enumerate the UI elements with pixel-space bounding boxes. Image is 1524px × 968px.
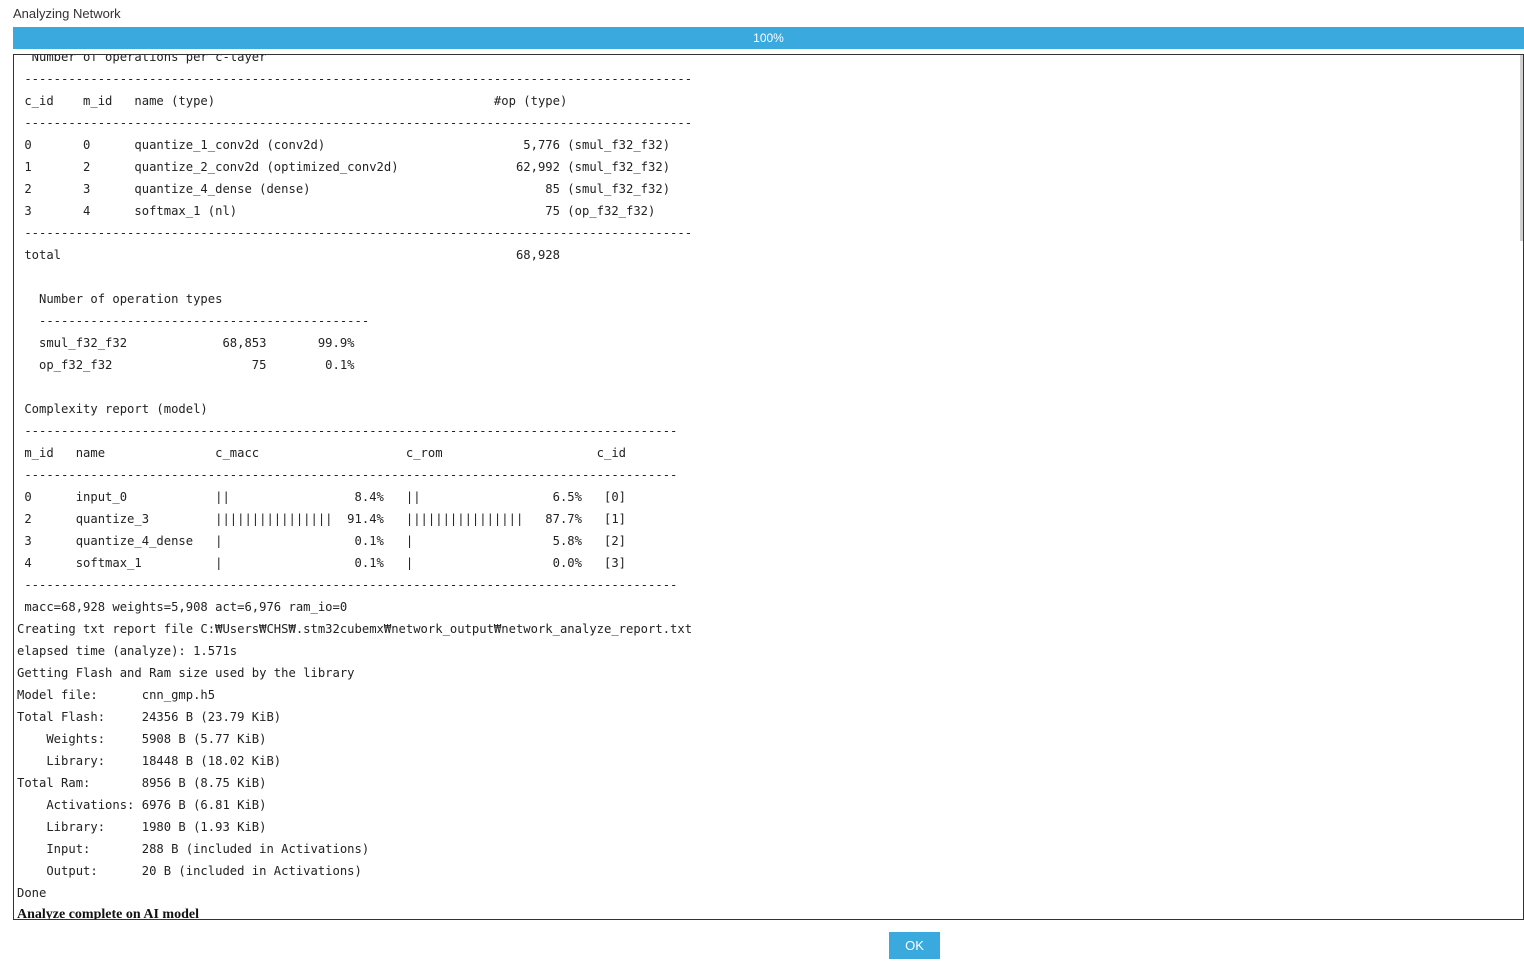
console-line xyxy=(17,266,1507,288)
console-line: Complexity report (model) xyxy=(17,402,208,416)
console-line: ----------------------------------------… xyxy=(17,116,693,130)
analyze-complete-message: Analyze complete on AI model xyxy=(17,907,199,920)
progress-bar: 100% xyxy=(13,27,1524,49)
console-line: Output: 20 B (included in Activations) xyxy=(17,864,362,878)
console-line: Done xyxy=(17,886,47,900)
console-line: Creating txt report file C:₩Users₩CHS₩.s… xyxy=(17,622,693,636)
console-line: 3 4 softmax_1 (nl) 75 (op_f32_f32) xyxy=(17,204,656,218)
console-line: Total Flash: 24356 B (23.79 KiB) xyxy=(17,710,282,724)
console-line: Weights: 5908 B (5.77 KiB) xyxy=(17,732,267,746)
console-line: 0 input_0 || 8.4% || 6.5% [0] xyxy=(17,490,627,504)
console-line xyxy=(17,376,1507,398)
console-line: Model file: cnn_gmp.h5 xyxy=(17,688,216,702)
window-title: Analyzing Network xyxy=(13,6,121,21)
console-line: elapsed time (analyze): 1.571s xyxy=(17,644,238,658)
console-line: ----------------------------------------… xyxy=(17,578,678,592)
console-line: 4 softmax_1 | 0.1% | 0.0% [3] xyxy=(17,556,627,570)
console-line: smul_f32_f32 68,853 99.9% xyxy=(17,336,355,350)
console-line: op_f32_f32 75 0.1% xyxy=(17,358,355,372)
console-line: ----------------------------------------… xyxy=(17,468,678,482)
console-output[interactable]: Number of operations per c-layer -------… xyxy=(13,54,1524,920)
console-line: ----------------------------------------… xyxy=(17,72,693,86)
console-line: Input: 288 B (included in Activations) xyxy=(17,842,370,856)
console-line: 3 quantize_4_dense | 0.1% | 5.8% [2] xyxy=(17,534,627,548)
ok-button[interactable]: OK xyxy=(889,932,940,959)
console-line: 1 2 quantize_2_conv2d (optimized_conv2d)… xyxy=(17,160,671,174)
progress-label: 100% xyxy=(753,31,784,45)
console-line: c_id m_id name (type) #op (type) xyxy=(17,94,568,108)
console-line: 2 quantize_3 |||||||||||||||| 91.4% ||||… xyxy=(17,512,627,526)
scrollbar[interactable] xyxy=(1520,55,1523,241)
progress-fill xyxy=(13,27,1524,49)
console-line: m_id name c_macc c_rom c_id xyxy=(17,446,627,460)
console-line: 0 0 quantize_1_conv2d (conv2d) 5,776 (sm… xyxy=(17,138,671,152)
console-line: macc=68,928 weights=5,908 act=6,976 ram_… xyxy=(17,600,348,614)
console-line: 2 3 quantize_4_dense (dense) 85 (smul_f3… xyxy=(17,182,671,196)
console-line: Getting Flash and Ram size used by the l… xyxy=(17,666,355,680)
console-line: Number of operations per c-layer xyxy=(17,54,267,64)
console-line: ----------------------------------------… xyxy=(17,424,678,438)
console-line: total 68,928 xyxy=(17,248,560,262)
console-line: Library: 18448 B (18.02 KiB) xyxy=(17,754,282,768)
console-line: Activations: 6976 B (6.81 KiB) xyxy=(17,798,267,812)
console-line: ----------------------------------------… xyxy=(17,314,370,328)
console-line: ----------------------------------------… xyxy=(17,226,693,240)
console-line: Number of operation types xyxy=(17,292,223,306)
console-lines: Number of operations per c-layer -------… xyxy=(17,54,1507,920)
console-line: Library: 1980 B (1.93 KiB) xyxy=(17,820,267,834)
console-line: Total Ram: 8956 B (8.75 KiB) xyxy=(17,776,267,790)
